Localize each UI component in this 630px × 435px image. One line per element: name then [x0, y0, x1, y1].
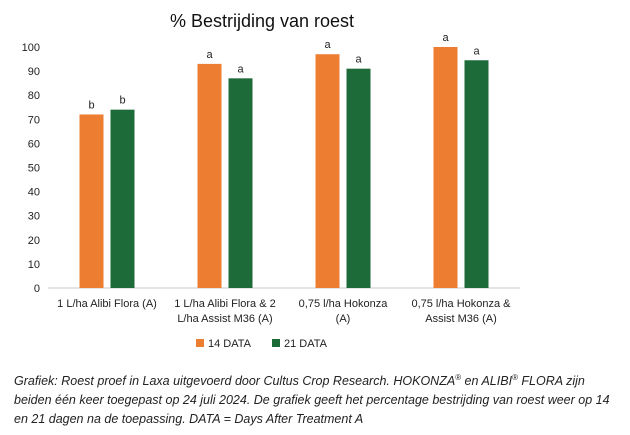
chart-title: % Bestrijding van roest [170, 11, 354, 31]
bar-21-data [228, 78, 253, 288]
y-tick-label: 30 [28, 211, 40, 223]
bar-21-data [110, 109, 135, 288]
y-tick-label: 50 [28, 163, 40, 175]
data-label: b [119, 95, 125, 107]
y-tick-label: 60 [28, 138, 40, 150]
data-label: a [206, 49, 213, 61]
legend: 14 DATA 21 DATA [196, 338, 328, 350]
y-tick-label: 90 [28, 66, 40, 78]
data-label: a [355, 54, 362, 66]
data-label: a [237, 63, 244, 75]
y-tick-label: 70 [28, 114, 40, 126]
bar-14-data [197, 63, 222, 289]
data-label: b [88, 99, 94, 111]
caption-reg1: ® [455, 373, 462, 382]
y-tick-label: 10 [28, 259, 40, 271]
legend-label: 21 DATA [284, 338, 328, 350]
legend-swatch [196, 339, 204, 347]
legend-label: 14 DATA [208, 338, 252, 350]
bar-14-data [79, 114, 104, 288]
legend-swatch [272, 339, 280, 347]
caption-mid: en [461, 374, 482, 389]
y-tick-label: 100 [22, 42, 40, 54]
data-label: a [442, 32, 449, 44]
caption-line2: FLORA zijn beiden één keer toegepast op … [14, 374, 610, 427]
y-tick-label: 20 [28, 235, 40, 247]
caption-brand1: HOKONZA [393, 374, 456, 389]
y-tick-label: 80 [28, 90, 40, 102]
data-label: a [324, 39, 331, 51]
caption-reg2: ® [512, 373, 518, 382]
x-tick-label: 0,75 l/ha Hokonza & Assist M36 (A) [411, 298, 511, 325]
x-tick-label: 1 L/ha Alibi Flora (A) [57, 298, 157, 310]
bar-14-data [433, 47, 458, 288]
bar-21-data [346, 68, 371, 288]
x-tick-label: 0,75 l/ha Hokonza (A) [299, 298, 389, 325]
bar-14-data [315, 54, 340, 289]
x-tick-label: 1 L/ha Alibi Flora & 2 L/ha Assist M36 (A… [174, 298, 276, 325]
caption-brand2: ALIBI [481, 374, 513, 389]
y-tick-label: 40 [28, 187, 40, 199]
bar-chart: % Bestrijding van roest 0 10 20 30 40 50 60 70 8… [22, 11, 520, 350]
bars: b b a a a a a a [79, 32, 489, 289]
data-label: a [473, 45, 480, 57]
bar-21-data [464, 60, 489, 288]
y-axis: 0 10 20 30 40 50 60 70 80 90 100 [22, 42, 40, 295]
y-tick-label: 0 [34, 283, 40, 295]
x-axis: 1 L/ha Alibi Flora (A) 1 L/ha Alibi Flora… [48, 287, 520, 325]
caption-part1: Grafiek: Roest proef in Laxa uitgevoerd … [14, 374, 394, 389]
chart-caption: Grafiek: Roest proef in Laxa uitgevoerd … [14, 368, 620, 429]
